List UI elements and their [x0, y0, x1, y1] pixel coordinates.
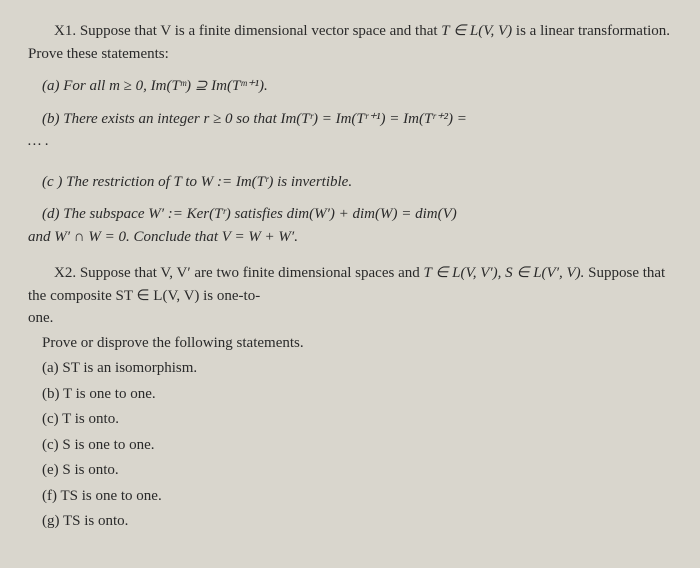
x2-intro-b: T ∈ L(V, V′), S ∈ L(V′, V).: [423, 265, 588, 281]
problem-x1: X1. Suppose that V is a finite dimension…: [28, 20, 672, 248]
problem-x2: X2. Suppose that V, V′ are two finite di…: [28, 262, 672, 533]
x1-d: (d) The subspace W′ := Ker(Tʳ) satisfies…: [42, 203, 672, 226]
x2-e: (e) S is onto.: [42, 459, 672, 482]
x2-c2-text: (c) S is one to one.: [42, 437, 154, 453]
x2-c2: (c) S is one to one.: [42, 434, 672, 457]
x2-g-text: (g) TS is onto.: [42, 513, 128, 529]
x1-intro-text-a: X1. Suppose that V is a finite dimension…: [54, 23, 441, 39]
x2-c-text: (c) T is onto.: [42, 411, 119, 427]
x2-a-text: (a) ST is an isomorphism.: [42, 360, 197, 376]
x2-intro: X2. Suppose that V, V′ are two finite di…: [28, 262, 672, 307]
x1-d-cont: and W′ ∩ W = 0. Conclude that V = W + W′…: [28, 226, 672, 249]
x2-intro-d: one.: [28, 307, 672, 330]
x2-f-text: (f) TS is one to one.: [42, 488, 162, 504]
x2-b-text: (b) T is one to one.: [42, 386, 156, 402]
x2-stem: Prove or disprove the following statemen…: [42, 332, 672, 355]
x2-c: (c) T is onto.: [42, 408, 672, 431]
x2-intro-a: X2. Suppose that V, V′ are two finite di…: [54, 265, 423, 281]
x1-intro: X1. Suppose that V is a finite dimension…: [28, 20, 672, 65]
x1-b-cont: … .: [28, 130, 672, 153]
x2-a: (a) ST is an isomorphism.: [42, 357, 672, 380]
x2-e-text: (e) S is onto.: [42, 462, 119, 478]
x1-intro-math: T ∈ L(V, V): [441, 23, 512, 39]
x1-c: (c ) The restriction of T to W := Im(Tʳ)…: [42, 171, 672, 194]
x2-b: (b) T is one to one.: [42, 383, 672, 406]
x1-b: (b) There exists an integer r ≥ 0 so tha…: [42, 108, 672, 131]
x1-a: (a) For all m ≥ 0, Im(Tᵐ) ⊇ Im(Tᵐ⁺¹).: [42, 75, 672, 98]
x2-f: (f) TS is one to one.: [42, 485, 672, 508]
x2-g: (g) TS is onto.: [42, 510, 672, 533]
